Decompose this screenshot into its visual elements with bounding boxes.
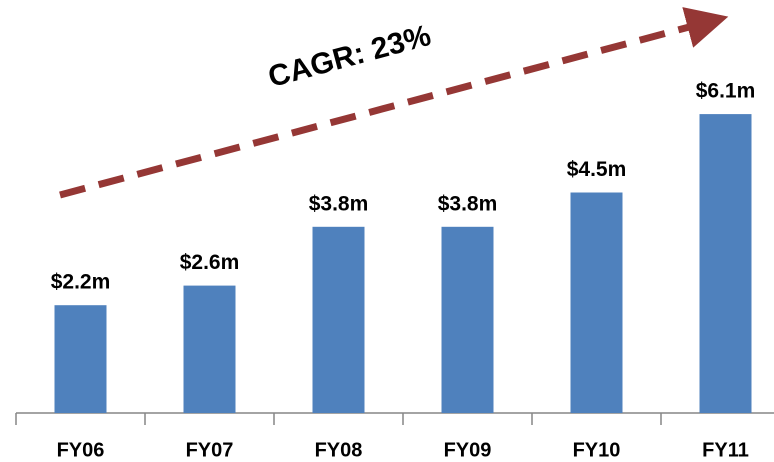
bar — [570, 192, 623, 413]
x-tick-label: FY08 — [315, 439, 363, 461]
bar — [441, 226, 494, 413]
data-label: $6.1m — [696, 80, 756, 103]
data-label: $2.6m — [180, 251, 240, 274]
bar — [183, 285, 236, 413]
x-tick-label: FY07 — [186, 439, 234, 461]
x-tick-label: FY11 — [702, 439, 749, 461]
bar — [312, 226, 365, 413]
x-tick-label: FY09 — [444, 439, 492, 461]
trend-arrow — [59, 7, 729, 199]
bar — [699, 114, 752, 413]
data-label: $4.5m — [567, 158, 627, 181]
bar — [54, 305, 107, 413]
x-tick-label: FY06 — [57, 439, 105, 461]
cagr-annotation: CAGR: 23% — [265, 19, 435, 94]
x-tick-label: FY10 — [573, 439, 621, 461]
data-label: $3.8m — [438, 192, 498, 215]
data-label: $3.8m — [309, 192, 369, 215]
data-label: $2.2m — [51, 271, 111, 294]
